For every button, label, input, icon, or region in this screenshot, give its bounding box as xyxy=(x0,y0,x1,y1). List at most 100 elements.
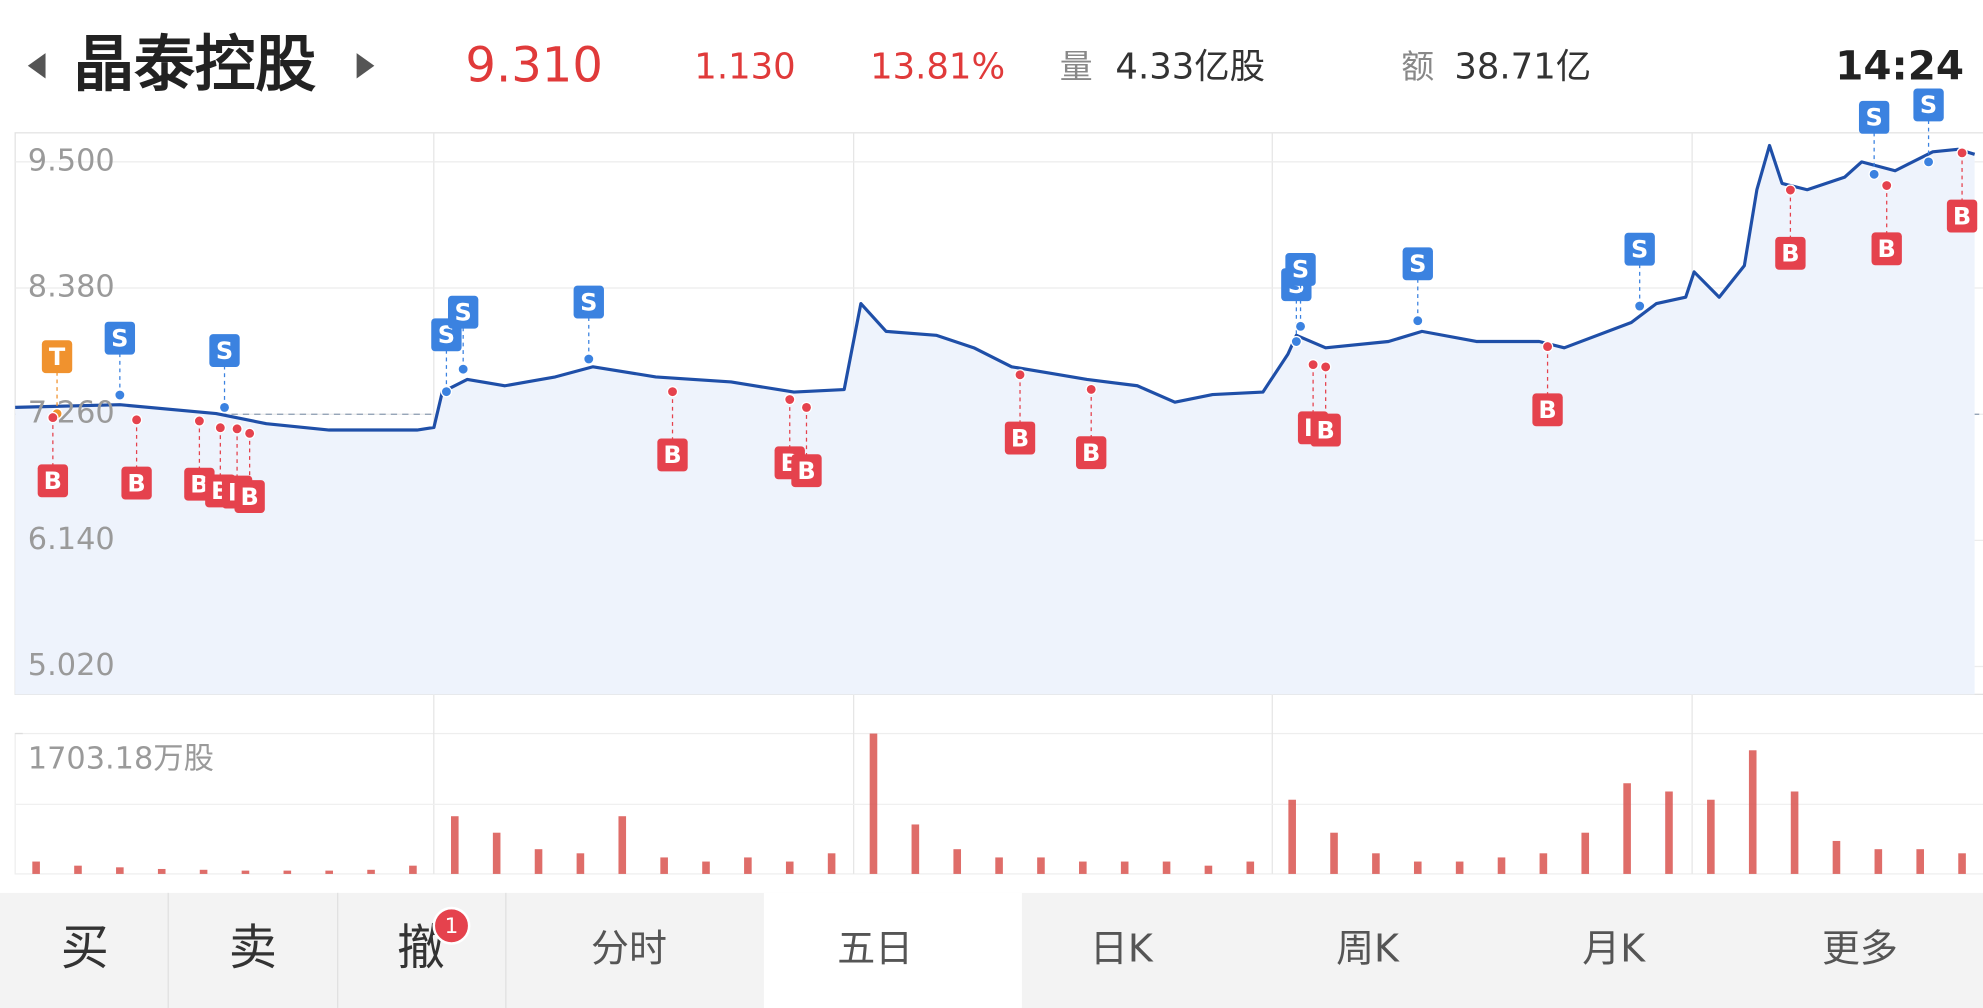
period-tab[interactable]: 更多 xyxy=(1822,927,1898,971)
volume-bar xyxy=(744,857,752,874)
marker-dot xyxy=(1868,168,1880,180)
y-tick-label: 6.140 xyxy=(28,522,115,557)
volume-bar xyxy=(1748,750,1757,874)
cancel-badge xyxy=(432,906,471,945)
price-area xyxy=(15,145,1975,695)
marker-label: B xyxy=(1781,240,1799,268)
volume-max-label: 1703.18万股 xyxy=(28,742,214,777)
volume-bar xyxy=(911,824,920,874)
change-pct: 13.81% xyxy=(870,46,1005,87)
marker-dot xyxy=(666,385,679,398)
marker-label: S xyxy=(1409,250,1426,278)
marker-dot xyxy=(1541,340,1554,353)
marker-dot xyxy=(193,415,206,427)
marker-dot xyxy=(1319,361,1332,373)
y-tick-label: 9.500 xyxy=(28,143,115,178)
marker-dot xyxy=(1956,147,1968,159)
volume-bar xyxy=(995,857,1003,874)
sell-button[interactable]: 卖 xyxy=(229,920,277,976)
period-tab[interactable]: 分时 xyxy=(591,927,667,971)
marker-badge xyxy=(234,480,265,514)
volume-bar xyxy=(660,857,668,874)
marker-label: B xyxy=(240,483,258,511)
marker-badge xyxy=(1946,199,1978,233)
marker-label: B xyxy=(663,441,681,469)
marker-label: S xyxy=(580,288,597,316)
marker-label: S xyxy=(216,337,233,365)
marker-dot xyxy=(1294,320,1307,333)
marker-label: B xyxy=(44,467,62,495)
marker-label: B xyxy=(190,470,208,498)
volume-bar xyxy=(1120,861,1129,874)
marker-dot xyxy=(47,411,59,424)
volume-bar xyxy=(1623,783,1631,874)
marker-dot xyxy=(784,393,796,406)
marker-label: S xyxy=(111,324,128,352)
buy-button[interactable]: 买 xyxy=(61,920,109,976)
volume-bar xyxy=(241,870,250,874)
marker-dot xyxy=(231,423,243,435)
volume-bar xyxy=(451,816,459,874)
marker-badge xyxy=(657,438,688,472)
marker-dot xyxy=(114,389,126,401)
period-tab[interactable]: 五日 xyxy=(837,927,913,971)
volume-bar xyxy=(1413,861,1422,874)
volume-bar xyxy=(1037,857,1045,874)
volume-bar xyxy=(199,869,208,874)
volume-bar xyxy=(1288,799,1296,874)
marker-label: B xyxy=(1011,424,1029,452)
marker-dot xyxy=(1784,184,1797,196)
marker-dot xyxy=(1922,156,1935,168)
prev-arrow[interactable] xyxy=(27,53,46,79)
stock-name: 晶泰控股 xyxy=(73,30,316,100)
volume-bar xyxy=(953,849,962,874)
volume: 4.33亿股 xyxy=(1115,46,1265,87)
volume-bar xyxy=(1204,865,1213,874)
volume-bar xyxy=(785,861,794,874)
marker-label: B xyxy=(1317,416,1335,444)
next-arrow[interactable] xyxy=(356,53,375,79)
marker-dot xyxy=(457,363,469,375)
marker-label: B xyxy=(1878,235,1896,263)
marker-label: S xyxy=(1631,235,1648,263)
marker-dot xyxy=(800,401,813,414)
volume-bar xyxy=(1790,791,1799,874)
marker-dot xyxy=(440,385,453,398)
period-tab[interactable]: 日K xyxy=(1090,927,1154,971)
volume-bar xyxy=(325,870,333,874)
marker-label: B xyxy=(127,469,145,497)
volume-bar xyxy=(1246,861,1255,874)
marker-badge xyxy=(41,340,73,374)
marker-dot xyxy=(1412,315,1424,327)
volume-bar xyxy=(1330,832,1338,874)
volume-bar xyxy=(1874,849,1883,874)
volume-bar xyxy=(1916,849,1924,874)
amount-label: 额 xyxy=(1401,47,1434,86)
marker-dot xyxy=(243,427,256,440)
marker-badge xyxy=(1285,252,1316,286)
volume-bar xyxy=(283,870,292,874)
marker-label: B xyxy=(797,457,815,485)
volume-bar xyxy=(827,853,836,874)
marker-badge xyxy=(447,295,479,329)
volume-bar xyxy=(1665,791,1673,874)
volume-bar xyxy=(1162,861,1171,874)
volume-bar xyxy=(116,867,124,874)
marker-badge xyxy=(121,466,152,500)
marker-badge xyxy=(1402,247,1433,281)
volume-bar xyxy=(576,853,585,874)
price-line xyxy=(15,143,1976,432)
volume-bar xyxy=(32,861,40,874)
marker-badge xyxy=(1858,100,1890,134)
marker-badge xyxy=(1624,232,1655,266)
marker-badge xyxy=(104,321,136,355)
marker-label: B xyxy=(1082,439,1100,467)
marker-label: B xyxy=(1953,202,1971,230)
cancel-badge-count: 1 xyxy=(445,914,459,939)
marker-badge xyxy=(37,464,69,498)
period-tab[interactable]: 周K xyxy=(1336,927,1400,971)
period-tab[interactable]: 月K xyxy=(1582,927,1646,971)
marker-label: S xyxy=(1292,256,1309,284)
